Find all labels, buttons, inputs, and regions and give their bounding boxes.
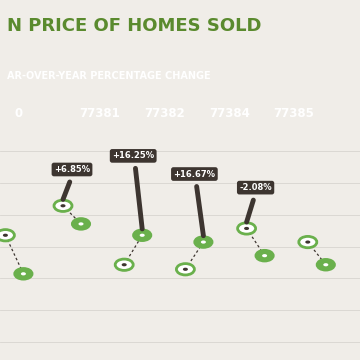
- Text: 77382: 77382: [144, 107, 185, 120]
- Circle shape: [78, 222, 84, 225]
- Circle shape: [72, 218, 90, 230]
- Circle shape: [21, 272, 26, 275]
- Circle shape: [238, 223, 256, 234]
- Text: 77384: 77384: [209, 107, 250, 120]
- Circle shape: [60, 204, 66, 207]
- Text: AR-OVER-YEAR PERCENTAGE CHANGE: AR-OVER-YEAR PERCENTAGE CHANGE: [7, 71, 211, 81]
- Circle shape: [14, 268, 32, 279]
- Circle shape: [299, 237, 317, 248]
- Circle shape: [183, 268, 188, 271]
- Circle shape: [115, 259, 133, 270]
- Circle shape: [323, 263, 328, 266]
- Circle shape: [256, 250, 274, 261]
- Circle shape: [262, 254, 267, 257]
- Circle shape: [3, 234, 8, 237]
- Text: -2.08%: -2.08%: [239, 183, 272, 192]
- Circle shape: [244, 227, 249, 230]
- Circle shape: [122, 263, 127, 266]
- Text: 77381: 77381: [79, 107, 120, 120]
- Circle shape: [0, 230, 14, 241]
- Circle shape: [140, 234, 145, 237]
- Circle shape: [201, 240, 206, 244]
- Circle shape: [305, 240, 310, 244]
- Circle shape: [133, 230, 151, 241]
- Text: +16.67%: +16.67%: [174, 170, 215, 179]
- Text: 77385: 77385: [274, 107, 315, 120]
- Circle shape: [194, 237, 212, 248]
- Text: +6.85%: +6.85%: [54, 165, 90, 174]
- Text: 0: 0: [14, 107, 23, 120]
- Circle shape: [317, 259, 335, 270]
- Circle shape: [54, 200, 72, 211]
- Text: +16.25%: +16.25%: [112, 151, 154, 161]
- Text: N PRICE OF HOMES SOLD: N PRICE OF HOMES SOLD: [7, 17, 262, 35]
- Circle shape: [176, 264, 194, 275]
